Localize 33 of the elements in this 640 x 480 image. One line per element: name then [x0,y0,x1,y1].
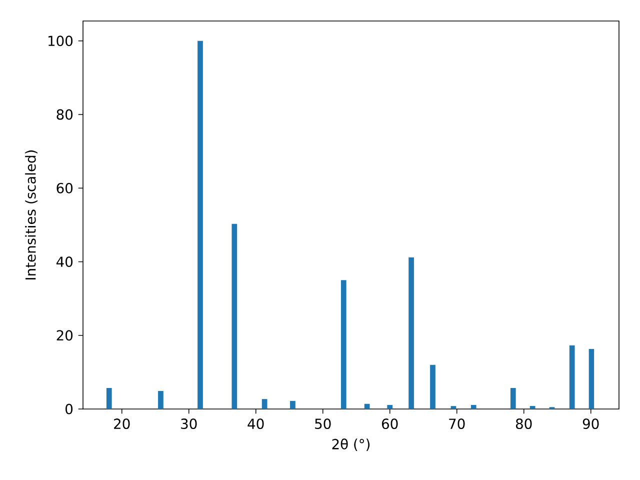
x-tick-label: 20 [114,418,130,430]
bar [364,404,370,409]
bar [340,280,346,409]
bar [408,257,414,409]
bar [262,399,268,409]
x-tick-label: 80 [516,418,532,430]
bar [232,224,238,409]
x-tick-label: 70 [449,418,465,430]
y-tick-label: 100 [48,36,73,46]
x-tick-label: 30 [181,418,197,430]
bar [158,390,164,409]
y-tick-label: 60 [56,182,73,194]
x-axis-title: 2θ (°) [332,438,370,452]
x-tick-label: 90 [582,418,599,430]
bar [569,345,575,409]
x-tick-label: 60 [382,418,398,430]
x-tick-label: 50 [315,418,331,430]
bar [470,404,476,409]
bar [430,364,436,409]
x-tick-label: 40 [248,418,264,430]
bar [198,40,203,409]
bar [530,406,536,409]
y-tick-label: 0 [66,404,73,414]
bar [106,388,112,409]
y-tick-label: 40 [56,256,73,267]
y-axis-title: Intensities (scaled) [25,150,38,280]
y-tick-label: 20 [56,330,73,341]
bar [588,348,594,409]
bar [510,388,516,409]
bar [450,406,456,409]
bar [290,400,296,409]
bar [387,404,393,409]
y-tick-label: 80 [56,109,73,120]
